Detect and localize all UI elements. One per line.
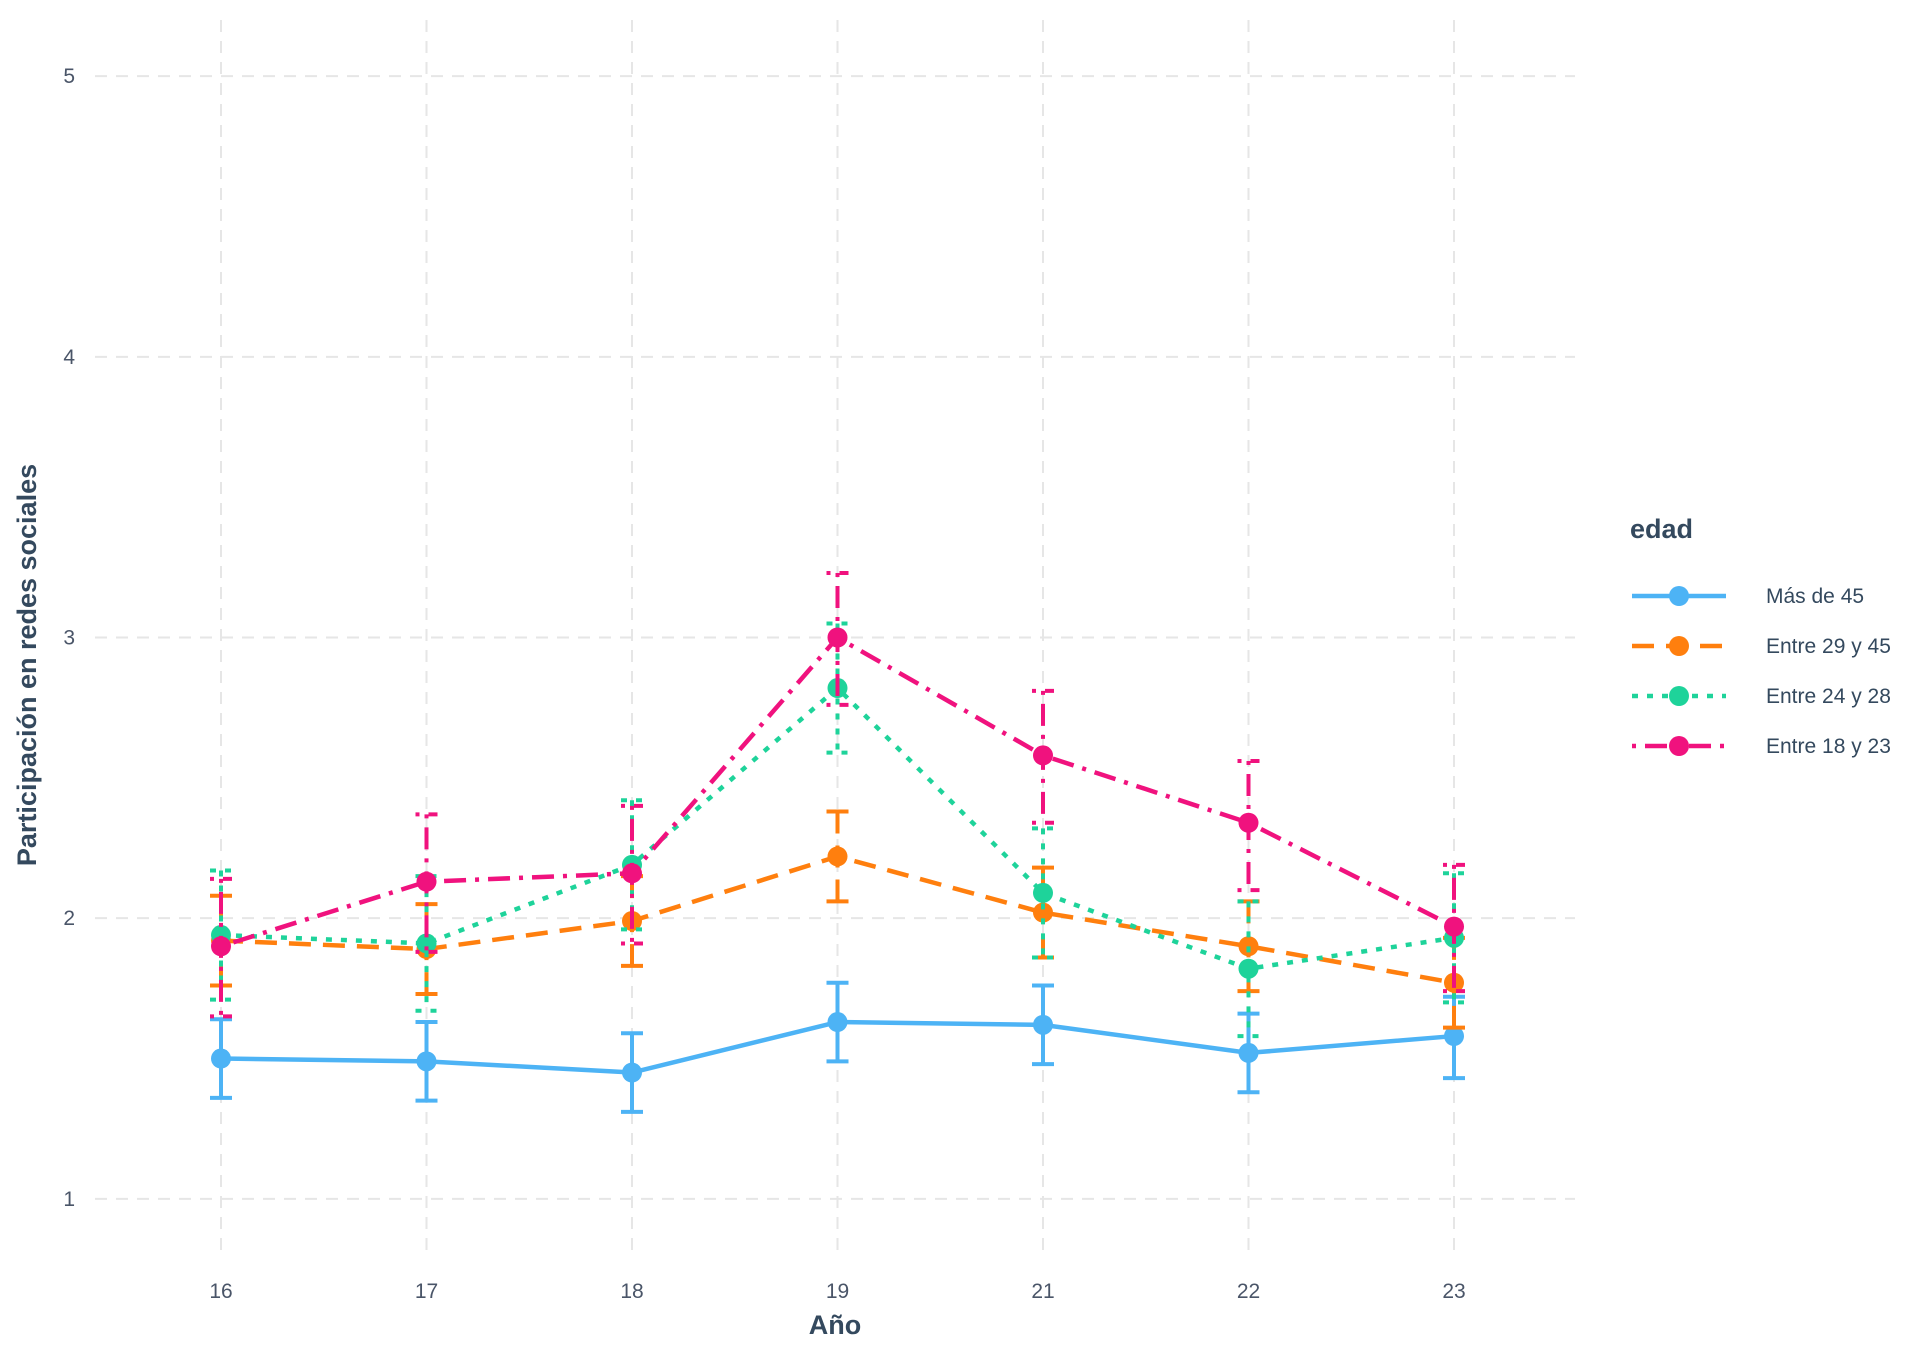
series-line xyxy=(220,854,1455,985)
legend-label: Entre 18 y 23 xyxy=(1766,735,1891,758)
data-point xyxy=(1033,1014,1053,1035)
x-tick-label: 17 xyxy=(415,1280,438,1303)
data-point xyxy=(416,1051,437,1072)
x-tick-label: 18 xyxy=(620,1280,643,1303)
data-point xyxy=(1238,958,1259,979)
series-4 xyxy=(210,570,1465,1019)
legend-key-point xyxy=(1669,736,1689,756)
y-axis-title: Participación en redes sociales xyxy=(12,464,42,866)
x-tick-label: 22 xyxy=(1237,1280,1260,1303)
legend-item: Más de 45 xyxy=(1632,585,1864,608)
x-tick-label: 23 xyxy=(1442,1280,1465,1303)
data-point xyxy=(1238,1042,1259,1063)
data-point xyxy=(827,846,848,867)
data-point xyxy=(827,1012,848,1033)
data-point xyxy=(1238,936,1259,957)
series-group xyxy=(210,570,1465,1114)
y-tick-label: 5 xyxy=(63,65,75,88)
data-point xyxy=(1444,916,1464,937)
data-point xyxy=(622,1062,642,1083)
x-tick-label: 19 xyxy=(826,1280,849,1303)
data-point xyxy=(1444,1026,1464,1047)
legend-key-point xyxy=(1669,586,1689,606)
x-axis-title: Año xyxy=(809,1310,861,1340)
legend: edad Más de 45 Entre 29 y 45 Entre 24 y 28… xyxy=(1630,514,1891,758)
y-tick-label: 2 xyxy=(63,907,75,930)
legend-item: Entre 29 y 45 xyxy=(1632,635,1891,658)
data-point xyxy=(211,936,231,957)
legend-key-point xyxy=(1669,686,1689,706)
legend-label: Más de 45 xyxy=(1766,585,1864,608)
y-tick-label: 4 xyxy=(63,346,75,369)
legend-label: Entre 24 y 28 xyxy=(1766,685,1891,708)
legend-item: Entre 18 y 23 xyxy=(1632,735,1891,758)
data-point xyxy=(1033,902,1053,923)
legend-item: Entre 24 y 28 xyxy=(1632,685,1891,708)
legend-title: edad xyxy=(1630,514,1693,544)
x-tick-label: 16 xyxy=(209,1280,232,1303)
y-tick-label: 3 xyxy=(63,627,75,650)
data-point xyxy=(1033,882,1053,903)
error-bar xyxy=(1237,899,1260,1039)
data-point xyxy=(827,627,848,648)
data-point xyxy=(1238,812,1259,833)
legend-key-point xyxy=(1669,636,1689,656)
data-point xyxy=(1033,745,1053,766)
y-tick-label: 1 xyxy=(63,1188,75,1211)
data-point xyxy=(211,1048,231,1069)
data-point xyxy=(416,933,437,954)
legend-label: Entre 29 y 45 xyxy=(1766,635,1891,658)
x-tick-label: 21 xyxy=(1031,1280,1054,1303)
data-point xyxy=(622,863,642,884)
data-point xyxy=(416,871,437,892)
